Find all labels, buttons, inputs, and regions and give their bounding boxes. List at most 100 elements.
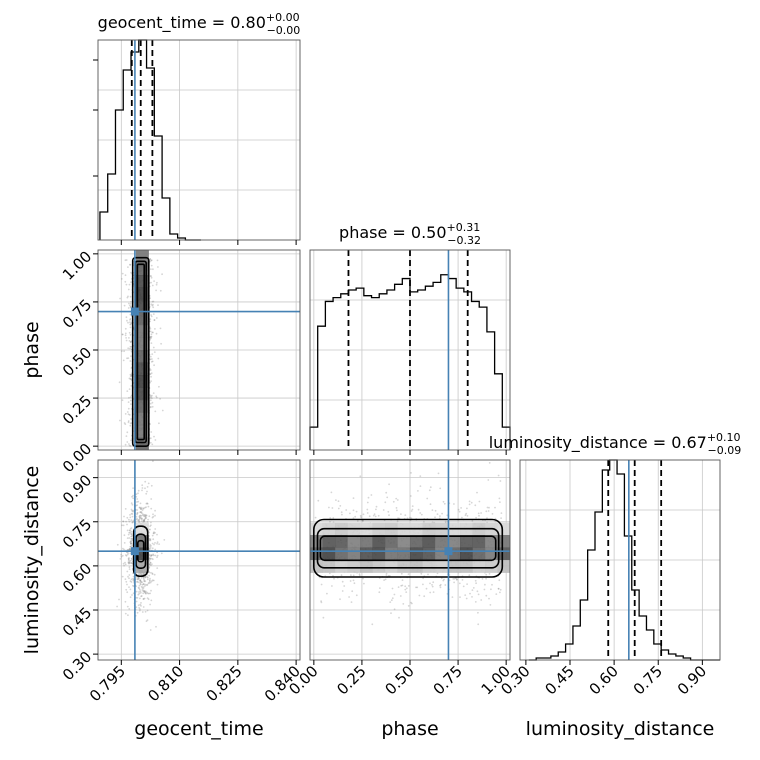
sample-point: [127, 396, 130, 399]
sample-point: [352, 517, 355, 519]
sample-point: [129, 378, 132, 381]
sample-point: [124, 259, 127, 262]
sample-point: [129, 319, 131, 321]
sample-point: [142, 583, 145, 585]
sample-point: [122, 524, 125, 527]
density-cell: [385, 547, 398, 561]
sample-point: [371, 623, 374, 626]
sample-point: [458, 582, 461, 585]
sample-point: [139, 597, 141, 600]
sample-point: [404, 588, 407, 591]
sample-point: [146, 502, 149, 505]
sample-point: [140, 595, 143, 597]
sample-point: [138, 506, 141, 509]
sample-point: [124, 561, 126, 564]
sample-point: [149, 397, 152, 399]
sample-point: [153, 280, 156, 282]
density-cell: [372, 560, 386, 573]
sample-point: [146, 619, 149, 621]
sample-point: [145, 584, 148, 586]
sample-point: [126, 319, 128, 322]
sample-point: [140, 585, 143, 588]
sample-point: [149, 318, 152, 320]
sample-point: [138, 584, 141, 587]
sample-point: [151, 558, 154, 561]
sample-point: [147, 592, 150, 595]
sample-point: [361, 519, 364, 522]
sample-point: [460, 507, 462, 509]
sample-point: [141, 509, 144, 511]
sample-point: [155, 317, 158, 319]
sample-point: [144, 515, 147, 518]
sample-point: [128, 548, 131, 551]
sample-point: [478, 514, 480, 517]
sample-point: [119, 558, 122, 560]
sample-point: [123, 350, 125, 353]
sample-point: [129, 529, 132, 532]
panel-frame: [97, 459, 301, 661]
sample-point: [150, 264, 153, 267]
sample-point: [411, 505, 414, 507]
xtick-label: 0.90: [674, 662, 710, 698]
density-cell: [460, 560, 473, 573]
sample-point: [477, 512, 480, 515]
sample-point: [135, 515, 138, 518]
sample-point: [388, 483, 390, 486]
sample-point: [142, 572, 145, 575]
sample-point: [478, 500, 481, 503]
sample-point: [129, 313, 132, 316]
sample-point: [415, 586, 417, 589]
sample-point: [129, 541, 132, 543]
sample-point: [145, 514, 148, 517]
sample-point: [436, 513, 439, 515]
sample-point: [350, 601, 353, 603]
sample-point: [138, 592, 141, 595]
sample-point: [130, 340, 132, 343]
sample-point: [129, 445, 132, 447]
sample-point: [130, 385, 133, 387]
sample-point: [500, 512, 503, 514]
sample-point: [136, 513, 138, 516]
sample-point: [441, 512, 443, 515]
ytick-label: 0.75: [59, 515, 95, 551]
density-cell: [347, 547, 361, 561]
sample-point: [139, 583, 142, 586]
sample-point: [140, 576, 143, 579]
sample-point: [439, 515, 441, 517]
sample-point: [456, 578, 458, 581]
ylabel-phase: phase: [21, 321, 43, 378]
sample-point: [149, 358, 152, 361]
sample-point: [148, 582, 151, 584]
sample-point: [128, 566, 131, 569]
sample-point: [139, 508, 142, 510]
sample-point: [125, 580, 128, 583]
sample-point: [120, 350, 123, 352]
sample-point: [136, 611, 139, 614]
sample-point: [130, 439, 133, 442]
panel-frame: [97, 39, 301, 241]
sample-point: [124, 423, 127, 425]
sample-point: [129, 548, 132, 551]
sample-point: [127, 288, 130, 291]
sample-point: [127, 337, 130, 339]
sample-point: [122, 547, 124, 550]
sample-point: [485, 594, 488, 597]
sample-point: [150, 276, 153, 279]
sample-point: [150, 555, 152, 558]
sample-point: [497, 474, 500, 477]
sample-point: [154, 509, 157, 512]
sample-point: [396, 509, 398, 512]
sample-point: [425, 587, 428, 590]
sample-point: [130, 581, 133, 583]
sample-point: [156, 281, 158, 284]
sample-point: [140, 518, 143, 520]
sample-point: [149, 561, 152, 564]
density-cell: [397, 547, 411, 561]
sample-point: [322, 616, 325, 619]
sample-point: [416, 586, 419, 589]
sample-point: [125, 337, 127, 339]
sample-point: [443, 502, 446, 505]
sample-point: [137, 577, 140, 580]
sample-point: [139, 591, 142, 594]
sample-point: [128, 562, 130, 565]
